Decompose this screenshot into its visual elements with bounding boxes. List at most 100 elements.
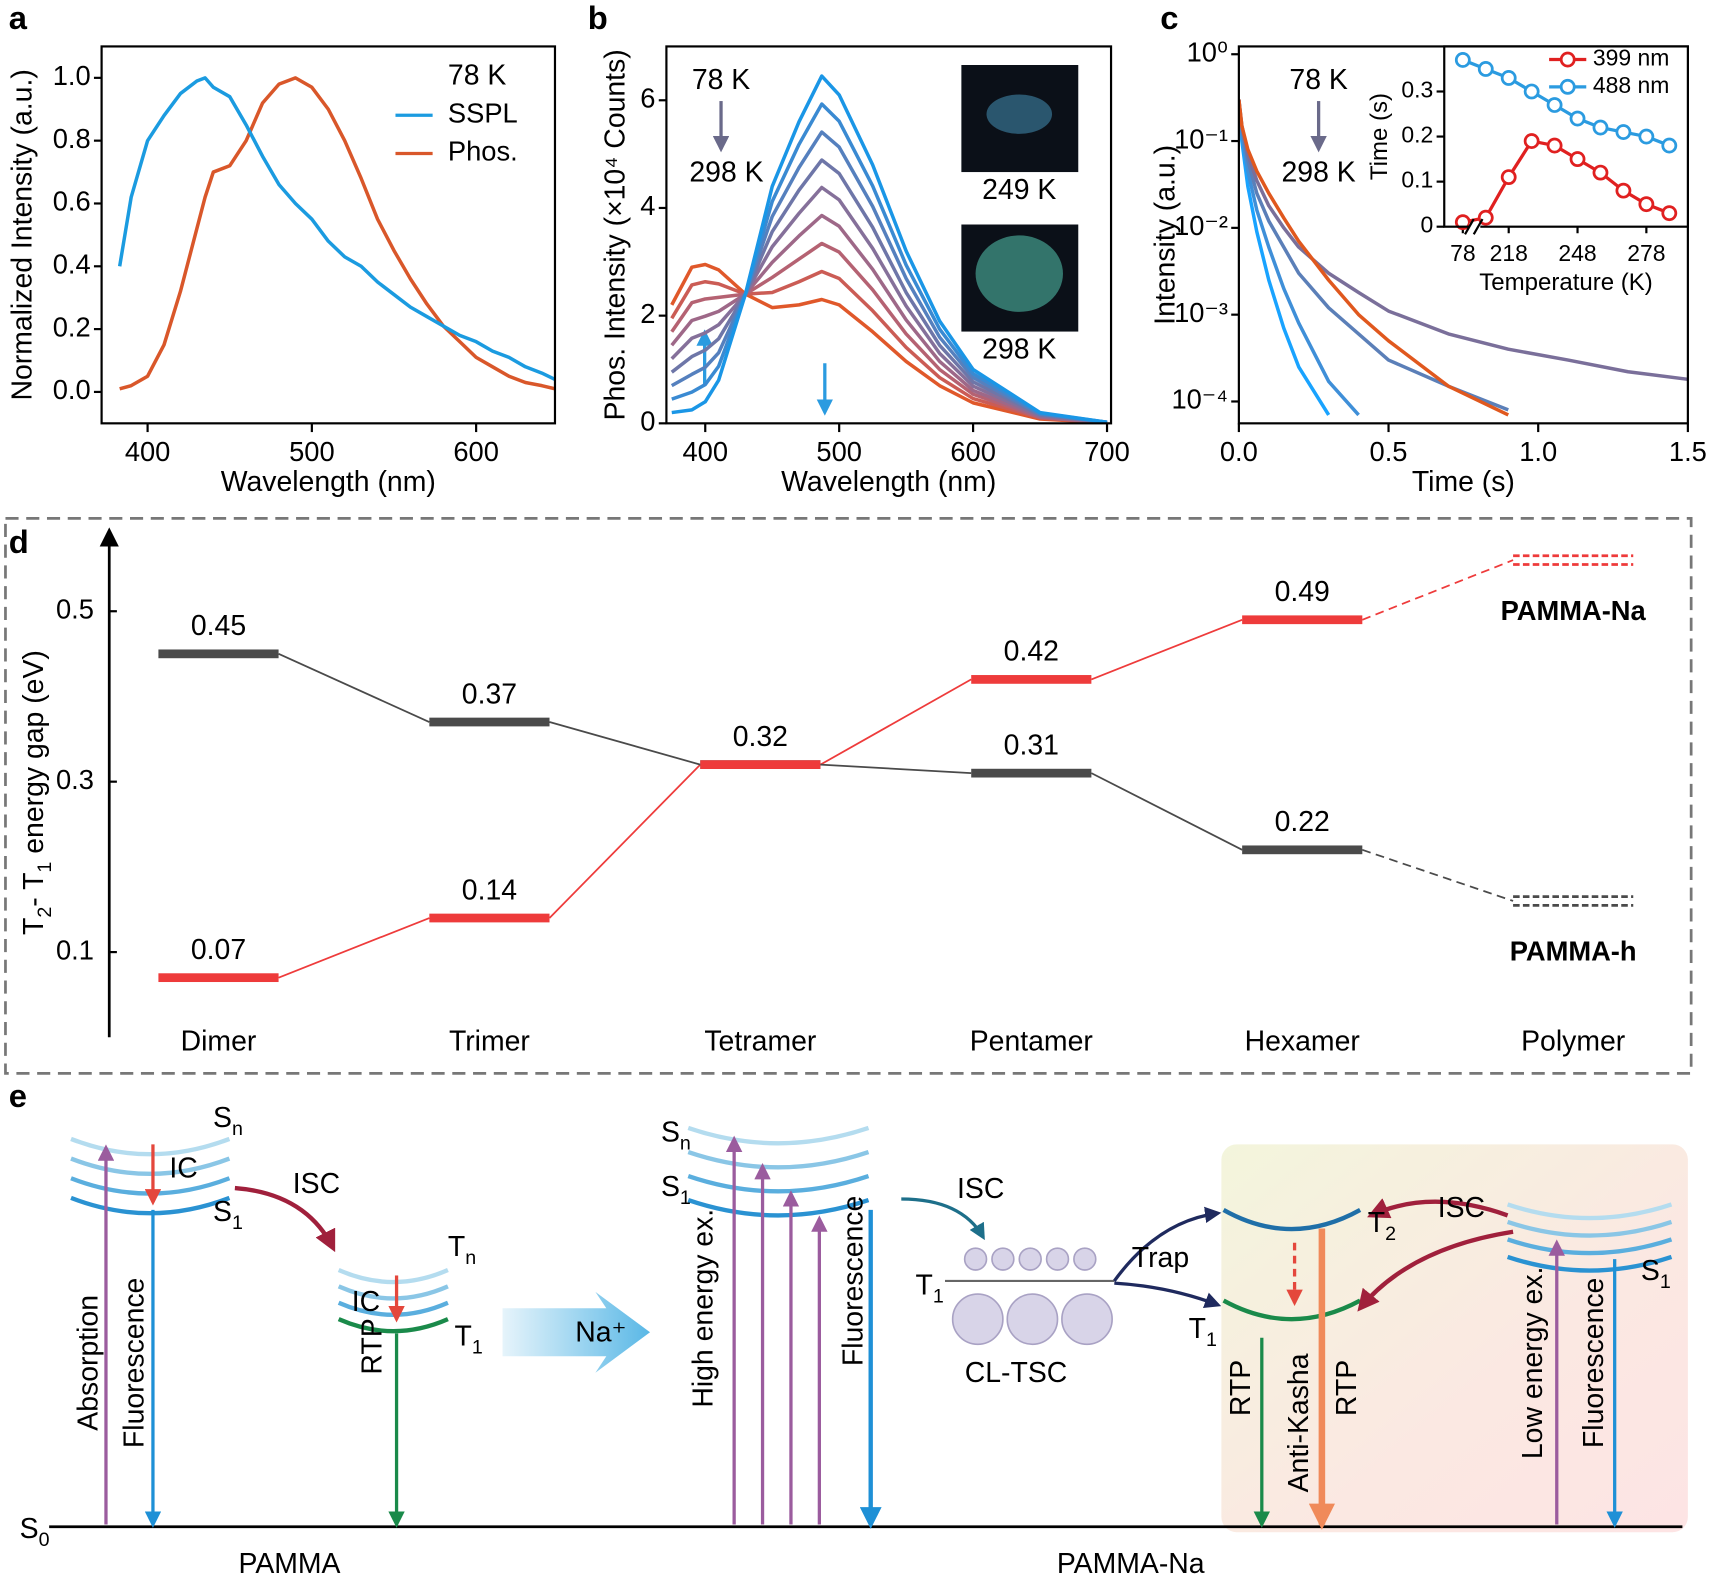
panel-label: a [9,0,28,36]
connector [549,721,701,766]
y-tick-label: 0.8 [53,123,91,154]
plot-frame [1443,45,1689,228]
diagram-label-sub: 1 [680,1187,691,1209]
diagram-label-base: S [1641,1255,1660,1287]
y-tick-label: 10⁻¹ [1174,123,1228,154]
diagram-label: T1 [1189,1313,1217,1352]
diagram-label-text: Fluorescence [837,1196,869,1366]
photo-glow [986,94,1053,134]
diagram-label-text: IC [352,1285,380,1317]
diagram-label-text: PAMMA-Na [1057,1547,1205,1579]
annotation: 298 K [689,157,763,189]
x-tick-label: 500 [816,436,862,467]
data-line [670,262,1108,424]
data-point [1523,83,1540,100]
y-axis-label: Normalized Intensity (a.u.) [7,69,39,400]
data-point [1661,205,1678,222]
y-axis-label: Phos. Intensity (×10⁴ Counts) [600,49,632,420]
plot-frame [665,45,1113,425]
axis-break [1472,218,1484,235]
connector [278,653,430,723]
panel-e [49,1125,1688,1533]
diagram-label-text: Low energy ex. [1516,1267,1548,1460]
data-point [1500,70,1517,86]
x-tick-label: 700 [1084,436,1130,467]
y-axis-label-part: 1 [34,862,56,873]
level [429,913,550,923]
diagram-label: Fluorescence [118,1278,150,1448]
annotation: 78 K [448,60,506,92]
y-tick-label: 0 [1421,212,1434,238]
singlet-levels [70,1125,1673,1334]
level [1242,615,1363,625]
diagram-label-text: Absorption [72,1295,104,1431]
diagram-label-sub: 1 [232,1212,243,1234]
diagram-label-sub: 1 [1660,1271,1671,1293]
diagram-label-text: High energy ex. [687,1209,719,1408]
x-tick-label: Tetramer [704,1025,816,1057]
photo-glow [975,235,1063,312]
data-label: 0.42 [1004,636,1059,668]
diagram-label: Absorption [72,1295,104,1431]
x-tick-label: Hexamer [1245,1025,1360,1057]
diagram-label: Anti-Kasha [1283,1353,1315,1492]
panel-label: e [9,1077,27,1114]
x-tick-label: 1.0 [1519,436,1557,467]
x-tick-label: 600 [950,436,996,467]
data-label: 0.37 [462,678,517,710]
data-line [1238,99,1510,417]
data-label: 0.49 [1275,576,1330,608]
y-tick-label: 0.2 [1401,122,1433,148]
data-line [1238,99,1688,382]
data-line [670,185,1108,424]
data-line [1462,139,1670,224]
x-axis-label: Time (s) [1412,466,1515,498]
y-axis-label-part: - T [17,873,49,907]
panel-label: b [588,0,608,36]
na-arrow [502,1291,651,1373]
diagram-label-text: Fluorescence [1578,1278,1610,1448]
diagram-label: Sn [213,1102,243,1141]
data-label: 0.14 [462,874,517,906]
diagram-label: High energy ex. [687,1209,719,1408]
photo-label: 298 K [982,334,1056,366]
data-point [1615,124,1632,140]
level [158,973,279,983]
data-point [1454,214,1471,231]
legend-label: 399 nm [1593,45,1670,71]
diagram-label-sub: 0 [39,1529,50,1551]
axis-break-gap [1469,223,1481,230]
x-tick-label: 278 [1627,240,1665,266]
diagram-label: Fluorescence [1578,1278,1610,1448]
connector [1362,849,1514,902]
y-tick-label: 10⁻³ [1174,297,1228,328]
diagram-label-sub: n [465,1247,476,1269]
y-tick-label: 0.3 [56,764,94,795]
diagram-label-text: IC [169,1152,197,1184]
panel-label: c [1160,0,1178,36]
x-tick-label: 400 [125,436,171,467]
connector [1090,772,1243,851]
photo-label: 249 K [982,174,1056,206]
panel-d-frame [4,517,1693,1075]
x-axis-label: Temperature (K) [1479,269,1653,296]
data-label: 0.45 [191,610,246,642]
x-tick-label: Pentamer [970,1025,1093,1057]
diagram-label-base: S [213,1196,232,1228]
connector [820,678,972,766]
data-line [119,76,555,391]
diagram-label: T1 [915,1269,943,1308]
y-tick-label: 0.5 [56,593,94,624]
legend-marker [1559,78,1576,95]
data-label: 0.31 [1004,729,1059,761]
diagram-label: PAMMA [238,1547,340,1579]
y-tick-label: 0.1 [56,934,94,965]
diagram-label: Fluorescence [837,1196,869,1366]
diagram-label: PAMMA-Na [1057,1547,1205,1579]
y-tick-label: 0.4 [53,249,91,280]
diagram-label-text: PAMMA [238,1547,340,1579]
x-tick-label: 1.5 [1669,436,1707,467]
annotation: 78 K [1289,64,1347,96]
diagram-label-text: RTP [1331,1360,1363,1416]
